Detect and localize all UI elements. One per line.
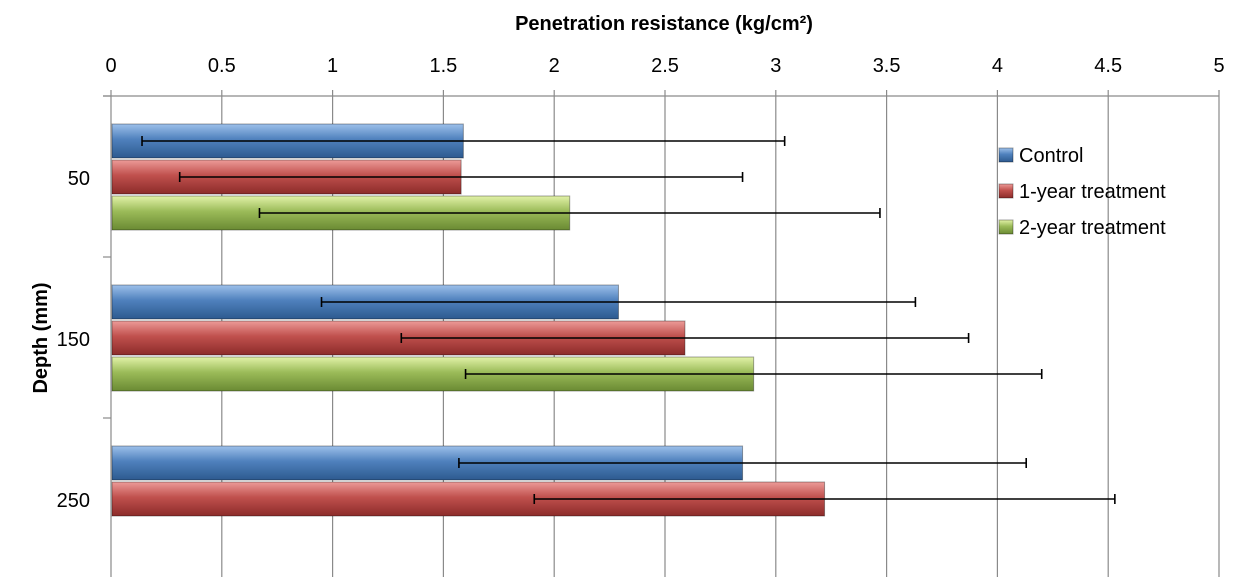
- legend-label: 1-year treatment: [1019, 181, 1166, 203]
- bars: [111, 123, 826, 517]
- x-tick-label: 4: [992, 55, 1003, 77]
- legend-label: 2-year treatment: [1019, 217, 1166, 239]
- legend-swatch: [998, 147, 1014, 163]
- y-tick-label: 150: [57, 329, 90, 351]
- x-tick-label: 0: [105, 55, 116, 77]
- x-tick-label: 4.5: [1094, 55, 1122, 77]
- x-axis-title: Penetration resistance (kg/cm²): [515, 13, 813, 35]
- x-tick-label: 3.5: [873, 55, 901, 77]
- error-bar: [178, 172, 744, 182]
- axes: [103, 90, 1220, 577]
- x-tick-label: 2: [549, 55, 560, 77]
- error-bar: [533, 494, 1116, 504]
- error-bar: [320, 297, 917, 307]
- legend-item: Control: [998, 145, 1083, 167]
- y-axis-title: Depth (mm): [30, 282, 52, 393]
- legend-swatch: [998, 183, 1014, 199]
- x-tick-label: 3: [770, 55, 781, 77]
- error-bar: [458, 458, 1028, 468]
- tick-labels: 0 0.5 1 1.5 2 2.5 3 3.5 4 4.5 5 50 150 250: [57, 55, 1225, 512]
- legend-swatch: [998, 219, 1014, 235]
- error-bars: [141, 136, 1116, 504]
- x-tick-label: 1.5: [429, 55, 457, 77]
- error-bar: [400, 333, 970, 343]
- x-tick-label: 1: [327, 55, 338, 77]
- legend-item: 2-year treatment: [998, 217, 1166, 239]
- x-tick-label: 2.5: [651, 55, 679, 77]
- legend-item: 1-year treatment: [998, 181, 1166, 203]
- y-tick-label: 250: [57, 490, 90, 512]
- error-bar: [141, 136, 786, 146]
- legend: Control 1-year treatment 2-year treatment: [998, 145, 1166, 239]
- x-tick-label: 5: [1213, 55, 1224, 77]
- legend-label: Control: [1019, 145, 1083, 167]
- error-bar: [464, 369, 1043, 379]
- x-tick-label: 0.5: [208, 55, 236, 77]
- y-tick-label: 50: [68, 168, 90, 190]
- error-bar: [258, 208, 881, 218]
